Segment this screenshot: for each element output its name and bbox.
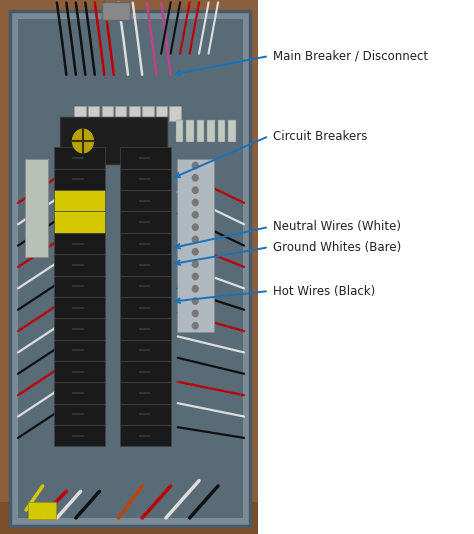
Circle shape (192, 261, 198, 268)
FancyBboxPatch shape (25, 159, 48, 257)
FancyBboxPatch shape (120, 211, 171, 233)
FancyBboxPatch shape (54, 276, 105, 297)
Circle shape (192, 236, 198, 242)
Text: Circuit Breakers: Circuit Breakers (273, 130, 367, 143)
Circle shape (192, 249, 198, 255)
FancyBboxPatch shape (218, 120, 225, 142)
Circle shape (192, 298, 198, 304)
FancyBboxPatch shape (197, 120, 204, 142)
Text: Hot Wires (Black): Hot Wires (Black) (273, 285, 375, 297)
FancyBboxPatch shape (54, 361, 105, 382)
FancyBboxPatch shape (120, 233, 171, 254)
FancyBboxPatch shape (54, 297, 105, 318)
FancyBboxPatch shape (54, 190, 105, 211)
FancyBboxPatch shape (54, 404, 105, 425)
Text: Main Breaker / Disconnect: Main Breaker / Disconnect (273, 50, 428, 62)
Circle shape (192, 199, 198, 206)
Text: Neutral Wires (White): Neutral Wires (White) (273, 221, 401, 233)
FancyBboxPatch shape (101, 106, 113, 121)
Circle shape (192, 211, 198, 218)
FancyBboxPatch shape (54, 425, 105, 446)
FancyBboxPatch shape (120, 318, 171, 340)
FancyBboxPatch shape (54, 169, 105, 190)
FancyBboxPatch shape (120, 404, 171, 425)
Circle shape (192, 175, 198, 181)
Text: Ground Whites (Bare): Ground Whites (Bare) (273, 241, 401, 254)
FancyBboxPatch shape (120, 382, 171, 404)
FancyBboxPatch shape (120, 425, 171, 446)
FancyBboxPatch shape (120, 276, 171, 297)
FancyBboxPatch shape (54, 340, 105, 361)
Bar (0, 0, 258, 534)
FancyBboxPatch shape (120, 169, 171, 190)
FancyBboxPatch shape (54, 318, 105, 340)
FancyBboxPatch shape (207, 120, 215, 142)
Circle shape (192, 310, 198, 317)
Circle shape (73, 129, 93, 153)
FancyBboxPatch shape (10, 11, 250, 526)
Circle shape (192, 187, 198, 193)
FancyBboxPatch shape (28, 502, 56, 519)
FancyBboxPatch shape (186, 120, 194, 142)
FancyBboxPatch shape (18, 19, 243, 518)
FancyBboxPatch shape (54, 233, 105, 254)
FancyBboxPatch shape (120, 297, 171, 318)
FancyBboxPatch shape (176, 120, 183, 142)
Circle shape (192, 273, 198, 280)
FancyBboxPatch shape (115, 106, 127, 121)
Circle shape (192, 286, 198, 292)
FancyBboxPatch shape (120, 147, 171, 169)
FancyBboxPatch shape (142, 106, 154, 121)
Circle shape (192, 323, 198, 329)
Circle shape (192, 224, 198, 230)
FancyBboxPatch shape (120, 254, 171, 276)
FancyBboxPatch shape (54, 254, 105, 276)
Bar (0, 502, 258, 534)
FancyBboxPatch shape (177, 159, 214, 332)
FancyBboxPatch shape (228, 120, 236, 142)
FancyBboxPatch shape (120, 340, 171, 361)
FancyBboxPatch shape (155, 106, 167, 121)
FancyBboxPatch shape (128, 106, 140, 121)
Circle shape (192, 162, 198, 169)
FancyBboxPatch shape (74, 106, 86, 121)
FancyBboxPatch shape (54, 211, 105, 233)
FancyBboxPatch shape (120, 361, 171, 382)
FancyBboxPatch shape (102, 2, 130, 20)
FancyBboxPatch shape (54, 382, 105, 404)
FancyBboxPatch shape (120, 190, 171, 211)
FancyBboxPatch shape (54, 147, 105, 169)
FancyBboxPatch shape (88, 106, 100, 121)
FancyBboxPatch shape (60, 117, 167, 164)
FancyBboxPatch shape (169, 106, 181, 121)
